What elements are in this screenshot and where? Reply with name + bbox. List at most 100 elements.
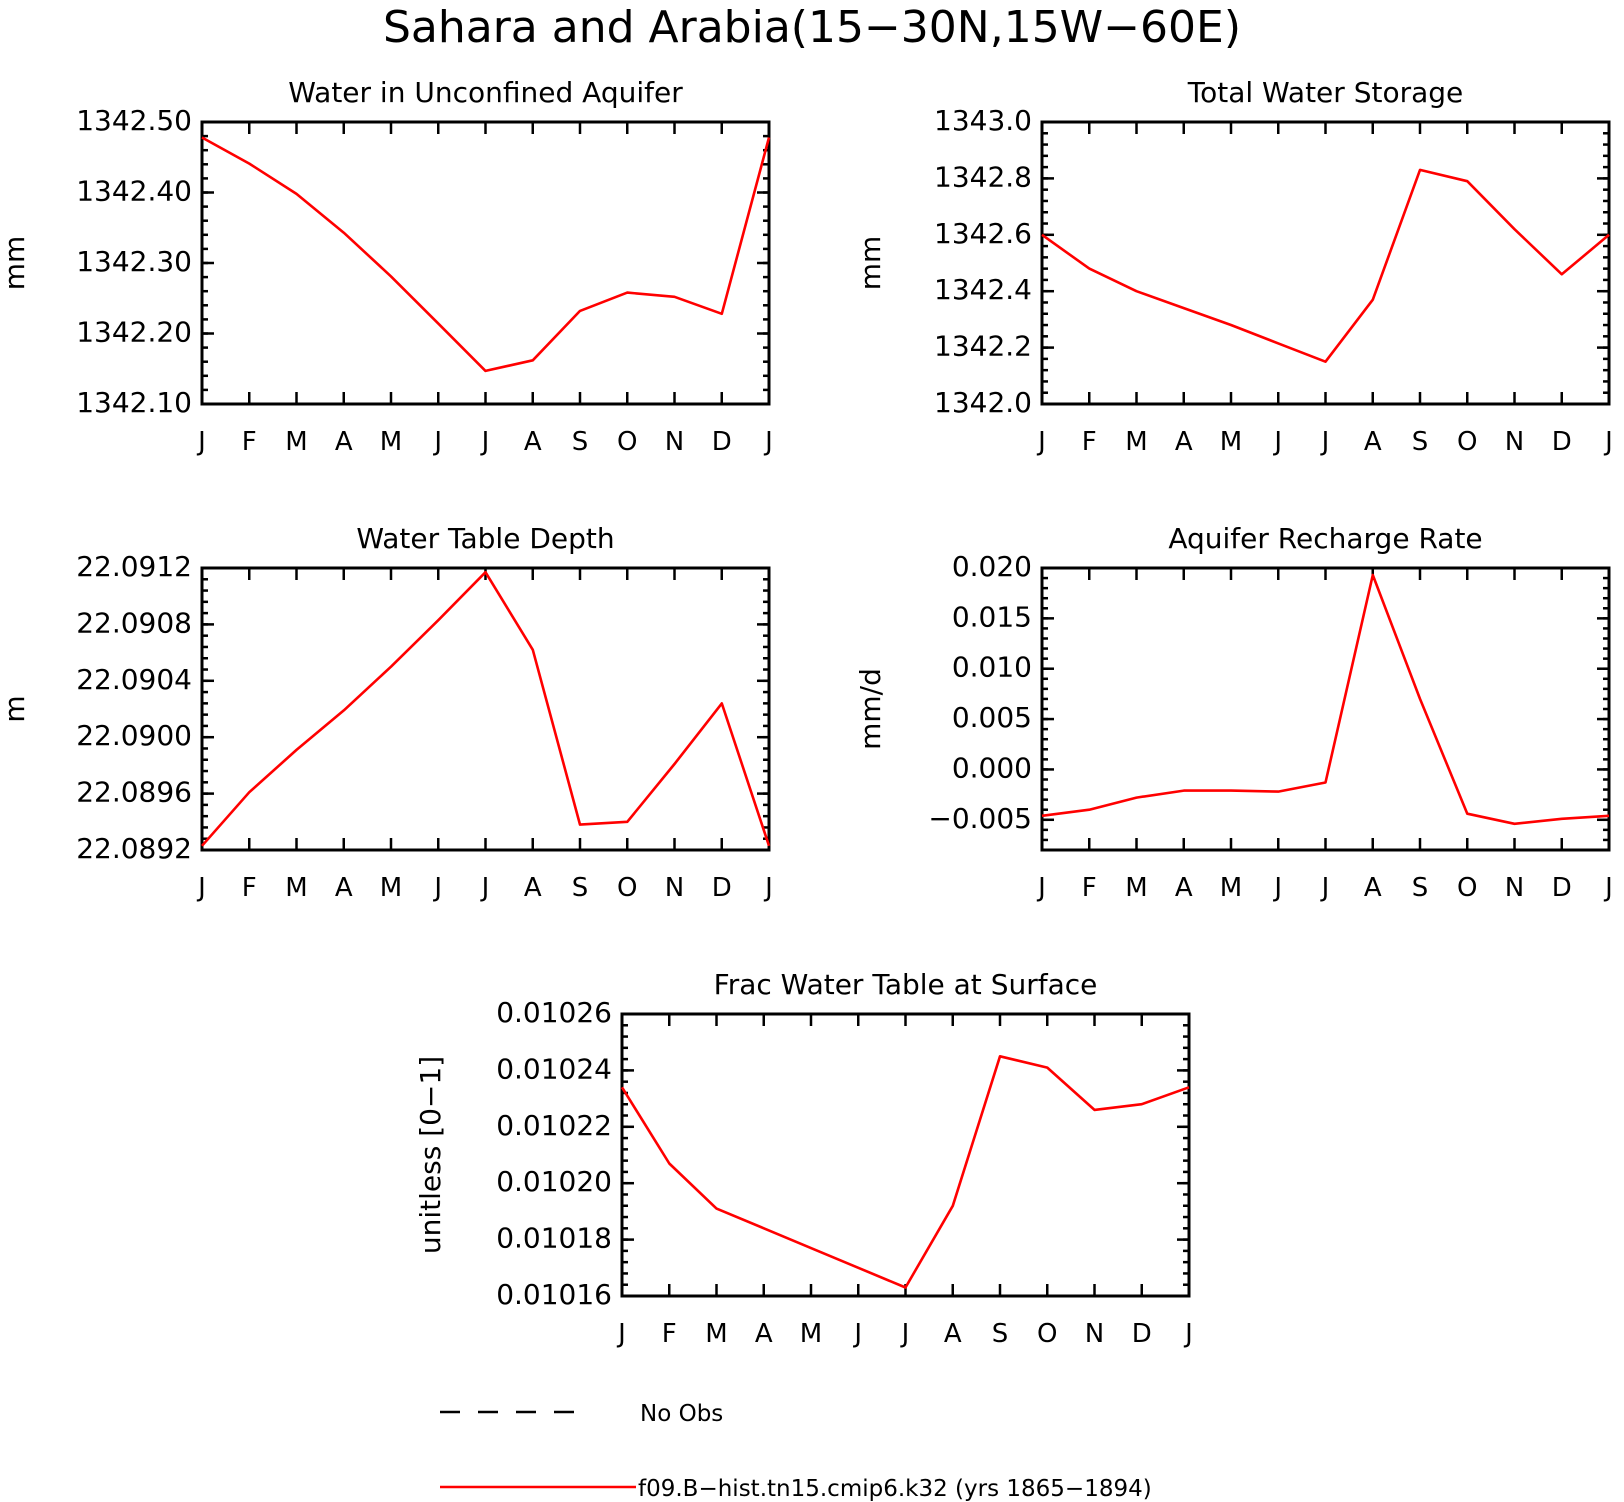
y-tick-label: 1342.20 xyxy=(76,316,192,349)
y-tick-label: 0.015 xyxy=(952,600,1032,633)
x-tick-label: F xyxy=(242,427,257,457)
series-line xyxy=(201,570,771,847)
x-tick-label: A xyxy=(944,1319,962,1349)
x-tick-label: S xyxy=(572,427,589,457)
y-tick-label: 1342.8 xyxy=(934,160,1032,193)
y-tick-label: 0.01024 xyxy=(496,1052,612,1085)
x-tick-label: A xyxy=(755,1319,773,1349)
legend: No Obs f09.B−hist.tn15.cmip6.k32 (yrs 18… xyxy=(440,1401,1152,1502)
x-tick-label: A xyxy=(524,427,542,457)
x-tick-label: O xyxy=(617,427,637,457)
series-line xyxy=(1041,573,1610,826)
x-tick-label: J xyxy=(1320,427,1330,457)
x-tick-label: O xyxy=(1457,873,1477,903)
y-axis-label: mm xyxy=(854,236,887,291)
x-tick-label: N xyxy=(665,427,684,457)
x-tick-label: M xyxy=(800,1319,822,1349)
y-axis-label: mm/d xyxy=(854,668,887,750)
x-tick-label: J xyxy=(1036,873,1046,903)
y-tick-label: 1343.0 xyxy=(934,104,1032,137)
plot-frame xyxy=(200,120,771,406)
x-tick-label: J xyxy=(900,1319,910,1349)
y-tick-label: 0.01016 xyxy=(496,1278,612,1311)
x-tick-label: S xyxy=(572,873,589,903)
x-tick-label: J xyxy=(480,427,490,457)
plot-frame xyxy=(620,1012,1191,1298)
x-tick-label: J xyxy=(1603,427,1613,457)
y-tick-label: 1342.6 xyxy=(934,217,1032,250)
x-tick-label: M xyxy=(705,1319,727,1349)
x-tick-label: S xyxy=(1412,427,1429,457)
y-tick-label: 22.0892 xyxy=(76,832,192,865)
x-tick-label: J xyxy=(616,1319,626,1349)
legend-obs-label: No Obs xyxy=(640,1401,723,1427)
x-tick-label: A xyxy=(335,873,353,903)
x-tick-label: A xyxy=(1175,427,1193,457)
x-tick-label: J xyxy=(1320,873,1330,903)
x-tick-label: M xyxy=(1125,427,1147,457)
x-tick-label: M xyxy=(380,873,402,903)
panel-title: Water Table Depth xyxy=(356,522,614,555)
x-tick-label: J xyxy=(432,427,442,457)
series-line xyxy=(201,136,771,373)
legend-model-label: f09.B−hist.tn15.cmip6.k32 (yrs 1865−1894… xyxy=(638,1476,1152,1502)
x-tick-label: J xyxy=(196,873,206,903)
y-tick-label: 0.005 xyxy=(952,701,1032,734)
y-tick-label: 0.01020 xyxy=(496,1165,612,1198)
x-tick-label: J xyxy=(432,873,442,903)
y-tick-label: 0.000 xyxy=(952,751,1032,784)
x-tick-label: O xyxy=(1457,427,1477,457)
x-tick-label: D xyxy=(1552,873,1572,903)
y-tick-label: 0.01026 xyxy=(496,996,612,1029)
y-tick-label: 22.0908 xyxy=(76,606,192,639)
x-tick-label: N xyxy=(1085,1319,1104,1349)
x-tick-label: F xyxy=(662,1319,677,1349)
x-tick-label: M xyxy=(1220,873,1242,903)
x-tick-label: F xyxy=(242,873,257,903)
y-tick-label: 22.0904 xyxy=(76,663,192,696)
x-tick-label: J xyxy=(763,427,773,457)
y-tick-label: 1342.4 xyxy=(934,273,1032,306)
x-tick-label: D xyxy=(1132,1319,1152,1349)
x-tick-label: D xyxy=(712,427,732,457)
x-tick-label: S xyxy=(1412,873,1429,903)
x-tick-label: N xyxy=(1505,427,1524,457)
x-tick-label: M xyxy=(285,873,307,903)
x-tick-label: A xyxy=(335,427,353,457)
x-tick-label: J xyxy=(1272,427,1282,457)
y-tick-label: 22.0900 xyxy=(76,719,192,752)
chart-fracwt: Frac Water Table at Surface unitless [0−1… xyxy=(414,968,1193,1349)
x-tick-label: J xyxy=(196,427,206,457)
x-tick-label: N xyxy=(1505,873,1524,903)
x-tick-label: M xyxy=(1125,873,1147,903)
y-tick-label: 1342.30 xyxy=(76,245,192,278)
series-line xyxy=(620,1055,1190,1289)
x-tick-label: J xyxy=(1183,1319,1193,1349)
y-tick-label: 0.01022 xyxy=(496,1109,612,1142)
plot-frame xyxy=(200,566,771,852)
y-tick-label: −0.005 xyxy=(928,802,1032,835)
x-tick-label: M xyxy=(1220,427,1242,457)
x-tick-label: A xyxy=(1364,427,1382,457)
x-tick-label: D xyxy=(712,873,732,903)
x-tick-label: N xyxy=(665,873,684,903)
x-tick-label: J xyxy=(1603,873,1613,903)
y-tick-label: 1342.0 xyxy=(934,386,1032,419)
x-tick-label: A xyxy=(1364,873,1382,903)
x-tick-label: J xyxy=(1036,427,1046,457)
y-axis-label: m xyxy=(0,695,31,722)
x-tick-label: M xyxy=(380,427,402,457)
x-tick-label: O xyxy=(617,873,637,903)
x-tick-label: A xyxy=(524,873,542,903)
x-tick-label: D xyxy=(1552,427,1572,457)
y-axis-label: mm xyxy=(0,236,31,291)
panel-title: Aquifer Recharge Rate xyxy=(1168,522,1482,555)
y-tick-label: 0.01018 xyxy=(496,1222,612,1255)
page-title: Sahara and Arabia(15−30N,15W−60E) xyxy=(383,2,1241,53)
